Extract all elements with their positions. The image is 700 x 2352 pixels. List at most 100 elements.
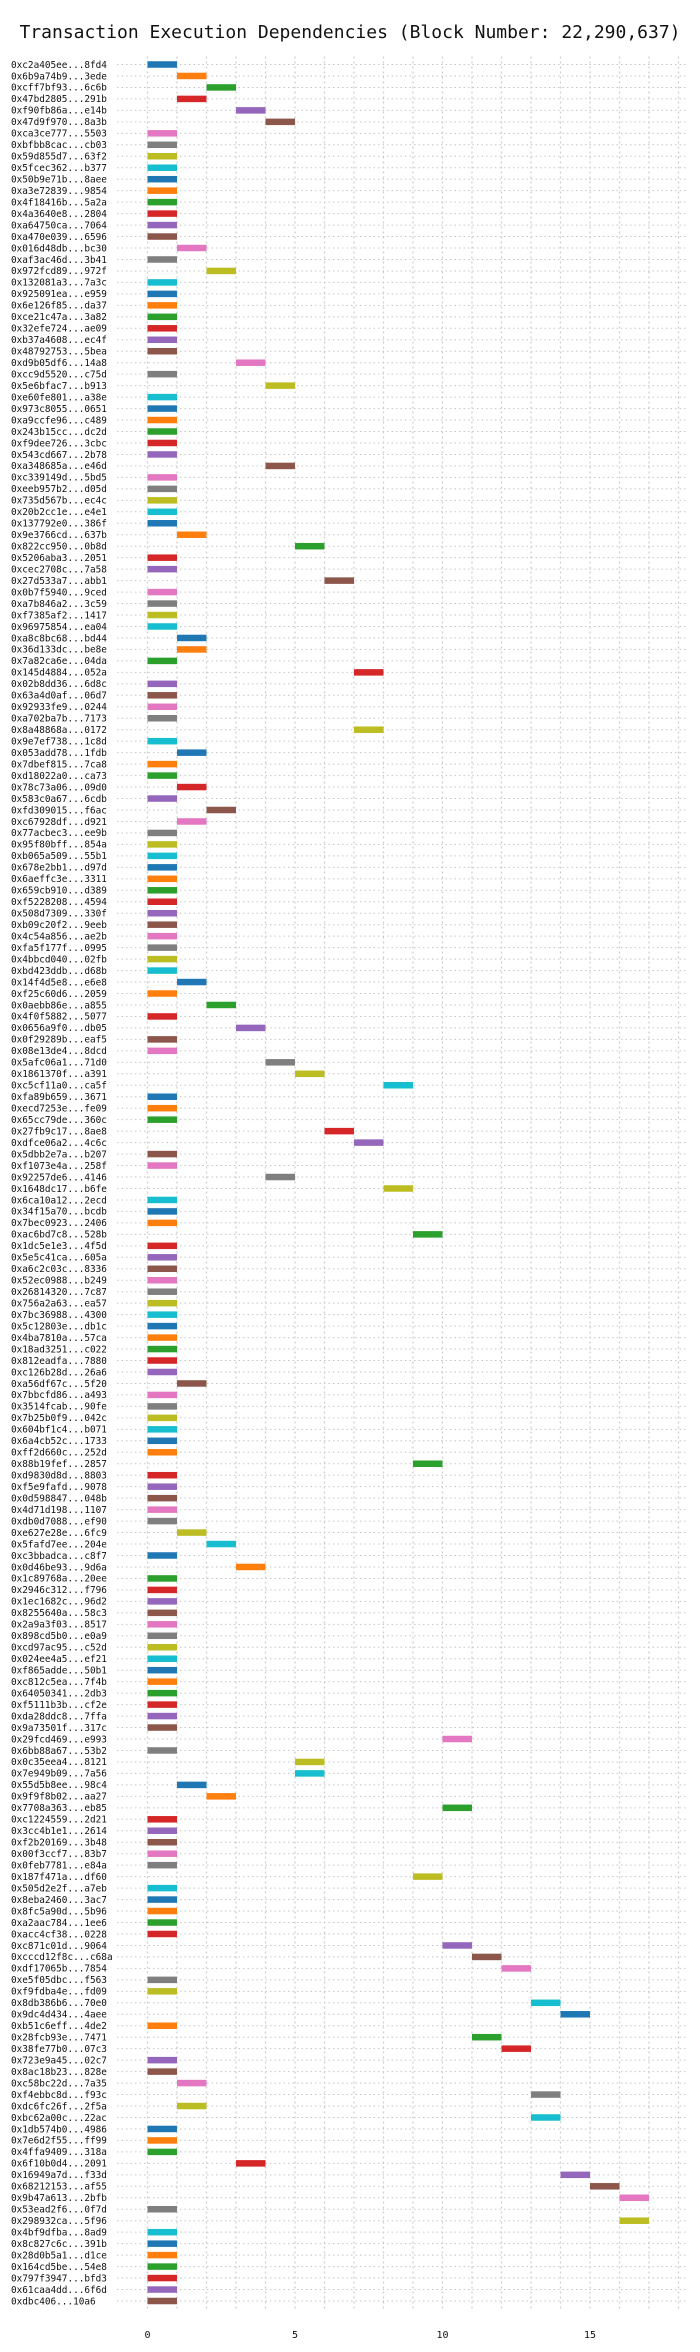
y-tick-label: 0xc1224559...2d21 [11,1815,107,1826]
y-tick-label: 0xe5f05dbc...f563 [11,1975,107,1986]
y-tick-label: 0x65cc79de...360c [11,1115,107,1126]
y-tick-label: 0x1861370f...a391 [11,1069,107,1080]
transaction-bar [147,175,177,183]
transaction-bar [295,1758,325,1766]
y-tick-label: 0xacc4cf38...0228 [11,1929,107,1940]
transaction-bar [147,611,177,619]
transaction-bar [147,1506,177,1513]
transaction-bar [147,703,177,711]
transaction-bar [147,1655,177,1662]
transaction-bar [147,921,177,928]
transaction-bar [147,1254,177,1261]
transaction-bar [177,1380,207,1387]
y-tick-label: 0x6b9a74b9...3ede [11,71,107,82]
transaction-bar [177,2102,207,2110]
y-tick-label: 0xdf17065b...7854 [11,1964,107,1975]
y-tick-label: 0x243b15cc...dc2d [11,427,107,438]
transaction-bar [501,2045,531,2052]
transaction-bar [236,1563,266,1571]
transaction-bar [147,1598,177,1605]
y-tick-label: 0x145d4884...052a [11,668,107,679]
transaction-bar [619,2217,649,2224]
y-tick-label: 0xb51c6eff...4de2 [11,2021,107,2032]
y-tick-label: 0x2946c312...f796 [11,1585,107,1596]
transaction-bar [147,336,177,344]
transaction-bar [177,1781,207,1789]
transaction-bar [147,1242,177,1250]
y-tick-label: 0x7e949b09...7a56 [11,1769,107,1780]
transaction-bar [147,451,177,458]
transaction-bar [177,95,207,103]
transaction-bar [383,1185,413,1192]
transaction-bar [147,1036,177,1043]
transaction-bar [147,1357,177,1364]
transaction-bar [590,2183,620,2190]
y-tick-label: 0xcff7bf93...6c6b [11,83,107,94]
y-tick-label: 0xcd97ac95...c52d [11,1643,107,1654]
y-tick-label: 0xc67928df...d921 [11,817,107,828]
transaction-bar [147,187,177,194]
transaction-bar [147,990,177,997]
transaction-bar [147,1288,177,1295]
transaction-bar [147,1047,177,1055]
y-tick-label: 0x53ead2f6...0f7d [11,2205,107,2216]
transaction-bar [147,1919,177,1926]
transaction-bar [560,2171,590,2179]
transaction-bar [147,2274,177,2282]
bars-layer [147,61,649,2305]
transaction-bar [147,1575,177,1582]
y-tick-label: 0xf5e9fafd...9078 [11,1482,107,1493]
y-tick-label: 0x14f4d5e8...e6e8 [11,977,107,988]
transaction-bar [147,256,177,263]
y-tick-label: 0xf5228208...4594 [11,897,107,908]
y-tick-label: 0x55d5b8ee...98c4 [11,1780,107,1791]
y-tick-label: 0x48792753...5bea [11,347,107,358]
y-tick-label: 0xc812c5ea...7f4b [11,1677,107,1688]
transaction-bar [147,520,177,527]
transaction-bar [147,875,177,883]
transaction-bar [206,267,236,275]
y-tick-label: 0xa56df67c...5f20 [11,1379,107,1390]
transaction-bar [147,1976,177,1984]
y-tick-label: 0x4d71d198...1107 [11,1505,107,1516]
transaction-bar [324,1127,354,1135]
transaction-bar [413,1231,443,1238]
y-tick-label: 0xb065a509...55b1 [11,851,107,862]
y-tick-label: 0x61caa4dd...6f6d [11,2285,107,2296]
transaction-bar [147,2286,177,2293]
transaction-bar [147,967,177,974]
transaction-bar [147,692,177,699]
transaction-bar [147,1838,177,1846]
y-tick-label: 0x164cd5be...54e8 [11,2262,107,2273]
transaction-bar [147,428,177,435]
transaction-bar [147,2137,177,2144]
transaction-bar [147,2148,177,2156]
grid-layer [117,56,688,2309]
transaction-bar [265,1173,295,1181]
transaction-bar [177,749,207,756]
transaction-bar [147,1621,177,1628]
y-tick-label: 0x9f9f8b02...aa27 [11,1792,107,1803]
transaction-bar [354,726,384,733]
y-tick-label: 0xf9fdba4e...fd09 [11,1987,107,1998]
y-tick-label: 0xdb0d7088...ef90 [11,1516,107,1527]
y-tick-label: 0xf9dee726...3cbc [11,438,107,449]
transaction-bar [147,1299,177,1307]
transaction-bar [147,2056,177,2064]
transaction-bar [206,84,236,91]
y-tick-label: 0x4bf9dfba...8ad9 [11,2227,107,2238]
transaction-bar [147,554,177,561]
y-tick-label: 0x3514fcab...90fe [11,1402,107,1413]
transaction-bar [295,1070,325,1078]
y-tick-label: 0xcccd12f8c...c68a [11,1952,113,1963]
transaction-bar [147,1471,177,1479]
y-tick-label: 0x96975854...ea04 [11,622,107,633]
y-tick-label: 0xc126b28d...26a6 [11,1367,107,1378]
transaction-bar [147,210,177,217]
transaction-bar [531,2114,561,2121]
transaction-bar [147,1437,177,1445]
y-tick-label: 0x6aeffc3e...3311 [11,874,107,885]
y-tick-label: 0x3cc4b1e1...2614 [11,1826,107,1837]
y-tick-label: 0x2a9a3f03...8517 [11,1620,107,1631]
y-tick-label: 0xfa5f177f...0995 [11,943,107,954]
